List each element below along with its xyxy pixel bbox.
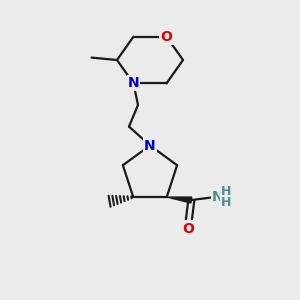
Text: H: H: [221, 196, 231, 209]
Text: H: H: [221, 185, 231, 198]
Polygon shape: [167, 197, 192, 203]
Text: O: O: [160, 30, 172, 44]
Text: O: O: [182, 222, 194, 236]
Text: N: N: [212, 190, 224, 204]
Text: N: N: [144, 139, 156, 152]
Text: N: N: [128, 76, 139, 90]
